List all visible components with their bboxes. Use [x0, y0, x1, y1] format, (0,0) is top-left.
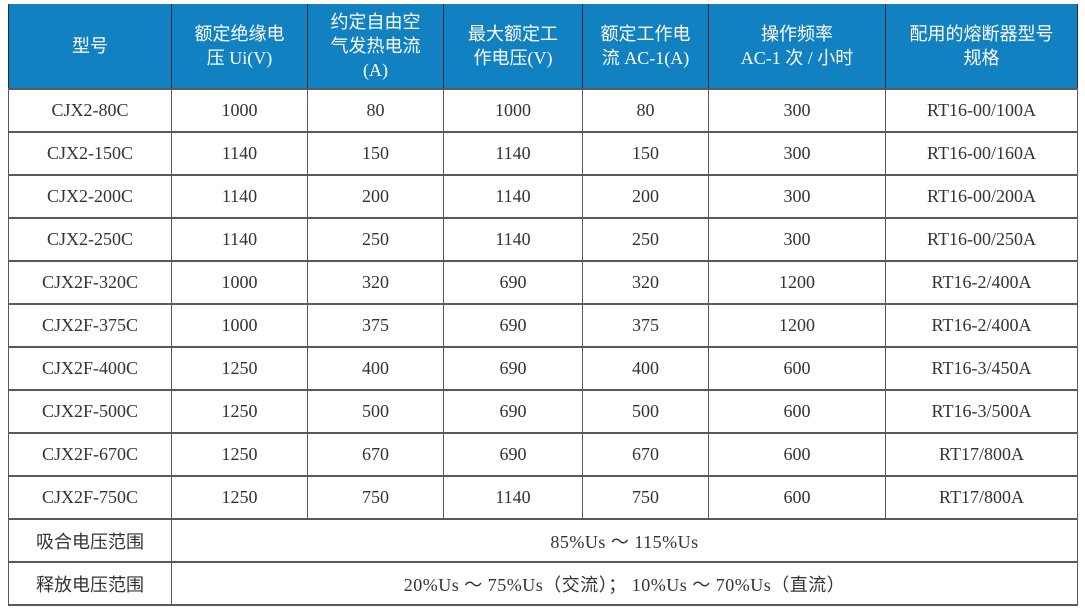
value-cell: 690: [443, 432, 583, 477]
value-cell: RT16-00/100A: [885, 88, 1078, 133]
value-cell: 1200: [708, 260, 886, 305]
value-cell: 1140: [443, 174, 583, 219]
table-row: CJX2F-750C 1250 750 1140 750 600 RT17/800A: [8, 475, 1078, 520]
value-cell: 1140: [443, 217, 583, 262]
table-row: CJX2-150C 1140 150 1140 150 300 RT16-00/160A: [8, 131, 1078, 176]
value-cell: RT16-2/400A: [885, 303, 1078, 348]
model-cell: CJX2-150C: [8, 131, 172, 176]
model-cell: CJX2F-375C: [8, 303, 172, 348]
table-header: 型号 额定绝缘电 压 Ui(V) 约定自由空 气发热电流 (A) 最大额定工 作…: [8, 4, 1078, 90]
value-cell: 600: [708, 475, 886, 520]
table-row: CJX2F-375C 1000 375 690 375 1200 RT16-2/400A: [8, 303, 1078, 348]
value-cell: 690: [443, 389, 583, 434]
table-row: CJX2F-400C 1250 400 690 400 600 RT16-3/450A: [8, 346, 1078, 391]
value-cell: 1000: [171, 303, 308, 348]
column-header-thermal-current: 约定自由空 气发热电流 (A): [307, 4, 444, 90]
model-cell: CJX2-200C: [8, 174, 172, 219]
model-cell: CJX2F-670C: [8, 432, 172, 477]
column-header-insulation-voltage: 额定绝缘电 压 Ui(V): [171, 4, 308, 90]
model-cell: CJX2-80C: [8, 88, 172, 133]
value-cell: 200: [582, 174, 709, 219]
value-cell: 1250: [171, 389, 308, 434]
value-cell: 1140: [171, 217, 308, 262]
value-cell: 750: [307, 475, 444, 520]
value-cell: RT16-3/500A: [885, 389, 1078, 434]
value-cell: 1140: [443, 131, 583, 176]
header-row: 型号 额定绝缘电 压 Ui(V) 约定自由空 气发热电流 (A) 最大额定工 作…: [8, 4, 1078, 90]
model-cell: CJX2F-320C: [8, 260, 172, 305]
value-cell: 600: [708, 432, 886, 477]
contactor-spec-table: 型号 额定绝缘电 压 Ui(V) 约定自由空 气发热电流 (A) 最大额定工 作…: [8, 4, 1078, 606]
value-cell: RT17/800A: [885, 432, 1078, 477]
value-cell: 1000: [171, 260, 308, 305]
value-cell: 1250: [171, 432, 308, 477]
value-cell: RT16-3/450A: [885, 346, 1078, 391]
table-row: CJX2-250C 1140 250 1140 250 300 RT16-00/250A: [8, 217, 1078, 262]
pickup-voltage-label: 吸合电压范围: [8, 518, 172, 563]
value-cell: 1200: [708, 303, 886, 348]
model-cell: CJX2F-500C: [8, 389, 172, 434]
value-cell: RT16-2/400A: [885, 260, 1078, 305]
value-cell: 1140: [171, 131, 308, 176]
value-cell: 500: [307, 389, 444, 434]
value-cell: RT16-00/250A: [885, 217, 1078, 262]
value-cell: 300: [708, 174, 886, 219]
model-cell: CJX2F-750C: [8, 475, 172, 520]
value-cell: 1140: [171, 174, 308, 219]
value-cell: 400: [307, 346, 444, 391]
value-cell: 80: [582, 88, 709, 133]
value-cell: 600: [708, 389, 886, 434]
model-cell: CJX2-250C: [8, 217, 172, 262]
column-header-fuse-type: 配用的熔断器型号 规格: [885, 4, 1078, 90]
value-cell: 300: [708, 88, 886, 133]
value-cell: 375: [307, 303, 444, 348]
value-cell: 1000: [443, 88, 583, 133]
value-cell: 300: [708, 217, 886, 262]
value-cell: 200: [307, 174, 444, 219]
value-cell: 320: [582, 260, 709, 305]
value-cell: 150: [307, 131, 444, 176]
value-cell: 600: [708, 346, 886, 391]
pickup-voltage-value: 85%Us ～ 115%Us: [171, 518, 1078, 563]
table-row: CJX2-80C 1000 80 1000 80 300 RT16-00/100A: [8, 88, 1078, 133]
value-cell: 400: [582, 346, 709, 391]
value-cell: 250: [307, 217, 444, 262]
value-cell: 750: [582, 475, 709, 520]
table-row: CJX2-200C 1140 200 1140 200 300 RT16-00/200A: [8, 174, 1078, 219]
table-body: CJX2-80C 1000 80 1000 80 300 RT16-00/100A CJX2-…: [8, 88, 1078, 520]
value-cell: 320: [307, 260, 444, 305]
value-cell: 80: [307, 88, 444, 133]
value-cell: 300: [708, 131, 886, 176]
value-cell: 1140: [443, 475, 583, 520]
model-cell: CJX2F-400C: [8, 346, 172, 391]
release-voltage-label: 释放电压范围: [8, 561, 172, 606]
value-cell: 1000: [171, 88, 308, 133]
value-cell: 690: [443, 346, 583, 391]
value-cell: 500: [582, 389, 709, 434]
table-footer: 吸合电压范围 85%Us ～ 115%Us 释放电压范围 20%Us ～ 75%…: [8, 518, 1078, 606]
table-row: CJX2F-320C 1000 320 690 320 1200 RT16-2/400A: [8, 260, 1078, 305]
release-voltage-row: 释放电压范围 20%Us ～ 75%Us（交流）； 10%Us ～ 70%Us（…: [8, 561, 1078, 606]
value-cell: 670: [582, 432, 709, 477]
value-cell: 1250: [171, 475, 308, 520]
column-header-operation-freq: 操作频率 AC-1 次 / 小时: [708, 4, 886, 90]
value-cell: 1250: [171, 346, 308, 391]
value-cell: RT17/800A: [885, 475, 1078, 520]
value-cell: RT16-00/200A: [885, 174, 1078, 219]
table-row: CJX2F-500C 1250 500 690 500 600 RT16-3/500A: [8, 389, 1078, 434]
column-header-max-voltage: 最大额定工 作电压(V): [443, 4, 583, 90]
value-cell: 670: [307, 432, 444, 477]
table-row: CJX2F-670C 1250 670 690 670 600 RT17/800A: [8, 432, 1078, 477]
value-cell: 375: [582, 303, 709, 348]
column-header-rated-current: 额定工作电 流 AC-1(A): [582, 4, 709, 90]
value-cell: 250: [582, 217, 709, 262]
release-voltage-value: 20%Us ～ 75%Us（交流）； 10%Us ～ 70%Us（直流）: [171, 561, 1078, 606]
value-cell: RT16-00/160A: [885, 131, 1078, 176]
value-cell: 150: [582, 131, 709, 176]
pickup-voltage-row: 吸合电压范围 85%Us ～ 115%Us: [8, 518, 1078, 563]
value-cell: 690: [443, 303, 583, 348]
column-header-model: 型号: [8, 4, 172, 90]
value-cell: 690: [443, 260, 583, 305]
